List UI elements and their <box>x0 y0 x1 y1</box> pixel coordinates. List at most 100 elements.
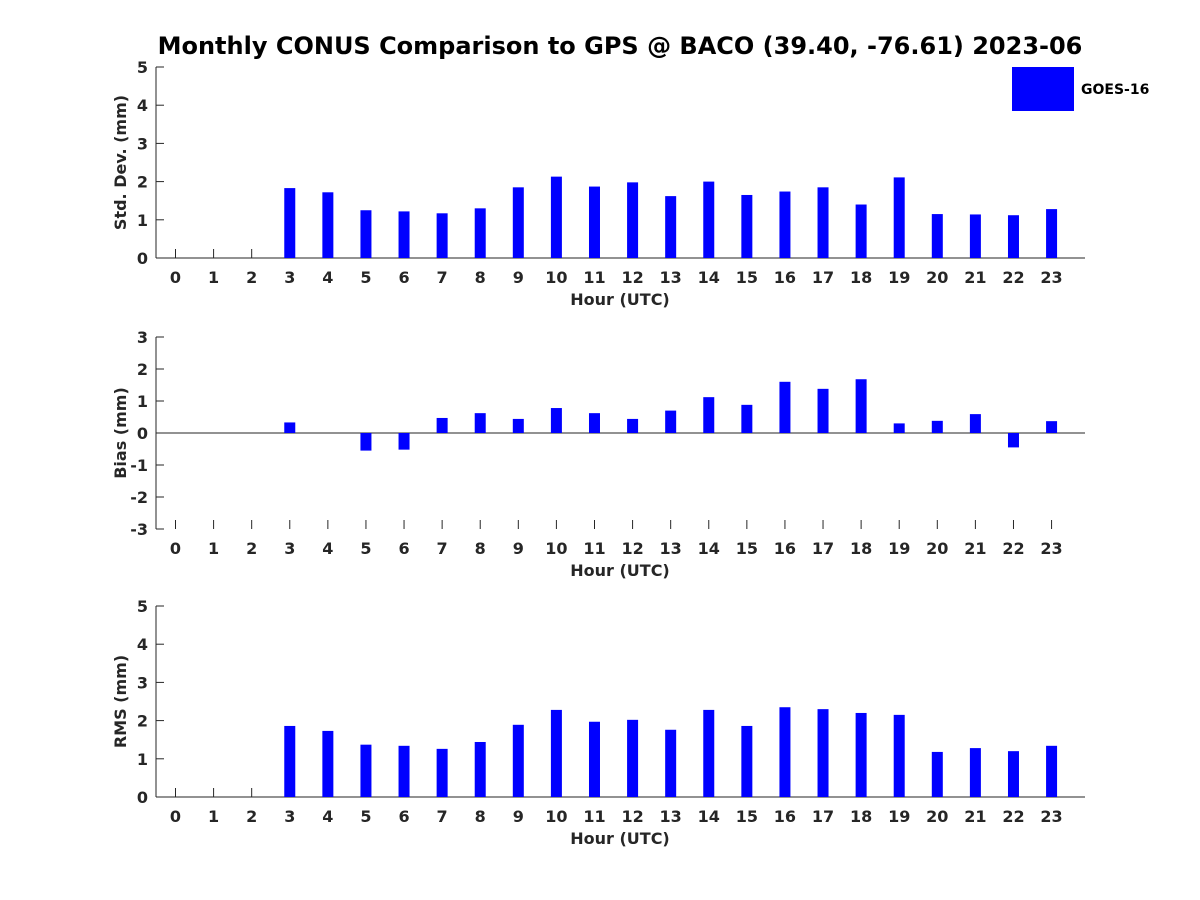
x-tick-label: 23 <box>1040 807 1062 826</box>
y-tick-label: 3 <box>137 673 148 692</box>
y-tick-label: 1 <box>137 211 148 230</box>
bar-hour-9 <box>512 418 524 433</box>
x-tick-label: 4 <box>322 539 333 558</box>
bar-hour-11 <box>588 186 600 258</box>
bar-hour-14 <box>703 181 715 258</box>
x-tick-label: 2 <box>246 807 257 826</box>
x-tick-label: 1 <box>208 268 219 287</box>
bar-hour-16 <box>779 707 791 797</box>
bar-hour-22 <box>1007 433 1019 448</box>
bar-hour-3 <box>284 422 296 433</box>
x-tick-label: 1 <box>208 539 219 558</box>
bar-hour-17 <box>817 388 829 433</box>
bar-hour-16 <box>779 381 791 433</box>
legend: GOES-16 <box>1012 67 1149 111</box>
x-tick-label: 11 <box>583 807 605 826</box>
x-tick-label: 20 <box>926 807 948 826</box>
x-tick-label: 12 <box>621 268 643 287</box>
bar-hour-13 <box>665 729 677 797</box>
x-tick-label: 6 <box>398 539 409 558</box>
x-tick-label: 22 <box>1002 807 1024 826</box>
x-tick-label: 21 <box>964 539 986 558</box>
x-tick-label: 17 <box>812 268 834 287</box>
bar-hour-13 <box>665 196 677 258</box>
bar-hour-14 <box>703 397 715 433</box>
x-tick-label: 3 <box>284 807 295 826</box>
x-tick-label: 3 <box>284 539 295 558</box>
bar-hour-12 <box>627 719 639 797</box>
x-tick-label: 20 <box>926 268 948 287</box>
x-tick-label: 18 <box>850 268 872 287</box>
legend-swatch <box>1012 67 1074 111</box>
bar-hour-20 <box>931 214 943 258</box>
bar-hour-15 <box>741 725 753 797</box>
x-tick-label: 2 <box>246 268 257 287</box>
x-tick-label: 0 <box>170 807 181 826</box>
bar-hour-15 <box>741 194 753 258</box>
x-tick-label: 9 <box>513 268 524 287</box>
bar-hour-23 <box>1046 745 1058 797</box>
bar-hour-22 <box>1007 215 1019 258</box>
y-tick-label: 3 <box>137 328 148 347</box>
bar-hour-21 <box>969 214 981 258</box>
x-tick-label: 4 <box>322 807 333 826</box>
x-tick-label: 19 <box>888 268 910 287</box>
x-tick-label: 0 <box>170 268 181 287</box>
y-tick-label: -3 <box>130 520 148 539</box>
x-tick-label: 21 <box>964 268 986 287</box>
x-tick-label: 15 <box>736 807 758 826</box>
bar-hour-5 <box>360 433 372 451</box>
x-tick-label: 14 <box>698 807 720 826</box>
x-tick-label: 9 <box>513 539 524 558</box>
y-tick-label: -2 <box>130 488 148 507</box>
bar-hour-8 <box>474 208 486 258</box>
bar-hour-20 <box>931 420 943 433</box>
x-tick-label: 20 <box>926 539 948 558</box>
y-axis-label: RMS (mm) <box>111 655 130 748</box>
x-tick-label: 17 <box>812 807 834 826</box>
x-tick-label: 5 <box>360 268 371 287</box>
x-tick-label: 0 <box>170 539 181 558</box>
y-tick-label: 2 <box>137 360 148 379</box>
x-tick-label: 18 <box>850 539 872 558</box>
bar-hour-19 <box>893 423 905 433</box>
bar-hour-12 <box>627 418 639 433</box>
bar-hour-14 <box>703 709 715 797</box>
x-tick-label: 6 <box>398 807 409 826</box>
x-tick-label: 4 <box>322 268 333 287</box>
x-tick-label: 16 <box>774 268 796 287</box>
x-axis-label: Hour (UTC) <box>570 290 670 309</box>
x-tick-label: 12 <box>621 539 643 558</box>
bar-hour-9 <box>512 724 524 797</box>
x-tick-label: 3 <box>284 268 295 287</box>
x-tick-label: 16 <box>774 539 796 558</box>
bar-hour-18 <box>855 379 867 433</box>
bar-hour-13 <box>665 410 677 433</box>
bar-hour-10 <box>550 408 562 433</box>
bar-hour-18 <box>855 204 867 258</box>
legend-label: GOES-16 <box>1081 82 1149 98</box>
x-tick-label: 22 <box>1002 539 1024 558</box>
bar-hour-19 <box>893 177 905 258</box>
x-tick-label: 23 <box>1040 539 1062 558</box>
x-tick-label: 8 <box>475 539 486 558</box>
bar-hour-23 <box>1046 421 1058 433</box>
x-tick-label: 14 <box>698 268 720 287</box>
bar-hour-3 <box>284 188 296 258</box>
x-tick-label: 5 <box>360 539 371 558</box>
x-tick-label: 19 <box>888 539 910 558</box>
y-axis-label: Std. Dev. (mm) <box>111 95 130 230</box>
bar-hour-17 <box>817 709 829 797</box>
x-tick-label: 9 <box>513 807 524 826</box>
bar-hour-7 <box>436 213 448 258</box>
x-tick-label: 13 <box>660 539 682 558</box>
bar-hour-6 <box>398 433 410 450</box>
x-tick-label: 11 <box>583 539 605 558</box>
bar-hour-12 <box>627 182 639 258</box>
x-tick-label: 13 <box>660 268 682 287</box>
bar-hour-8 <box>474 413 486 433</box>
